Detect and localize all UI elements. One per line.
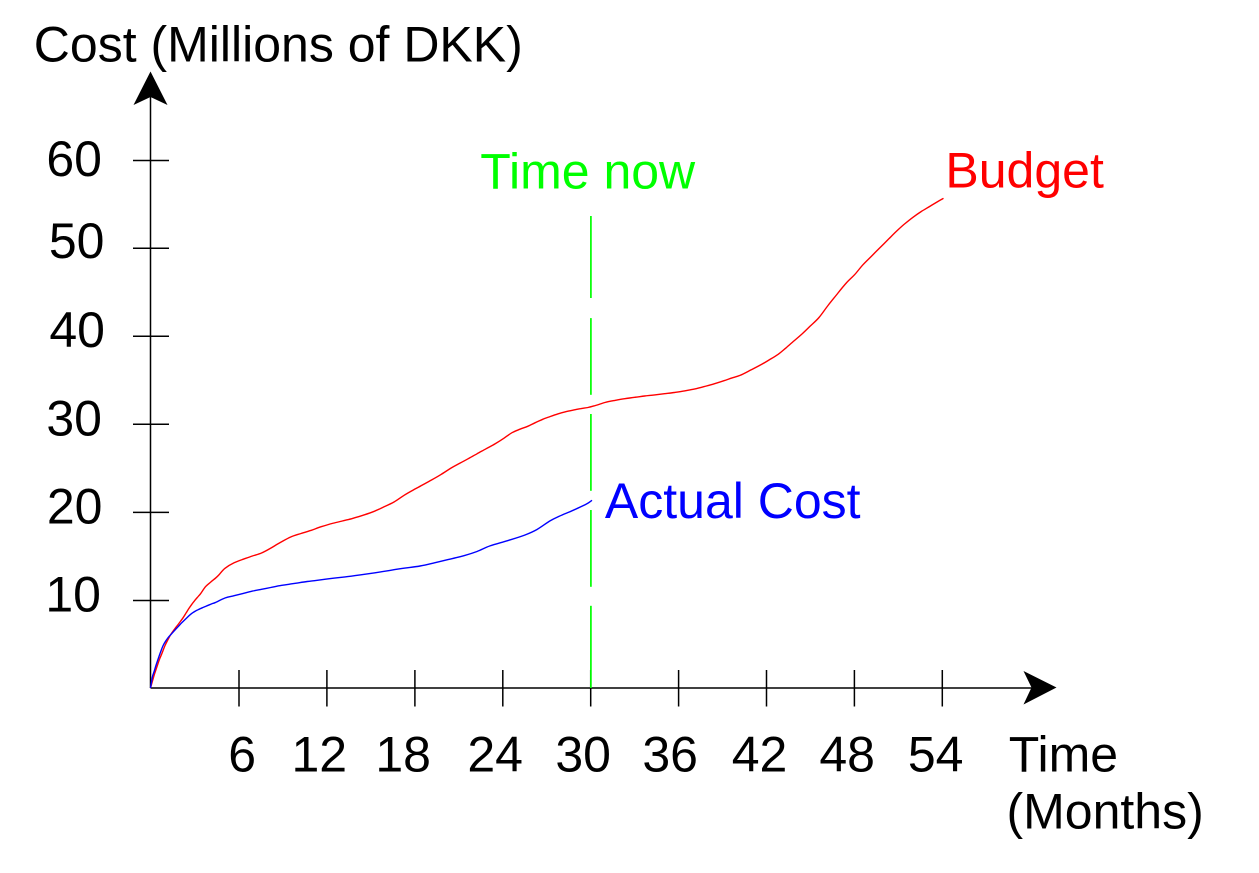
svg-text:24: 24 bbox=[467, 727, 523, 783]
svg-text:54: 54 bbox=[908, 727, 964, 783]
svg-text:Time: Time bbox=[1009, 727, 1118, 783]
svg-text:42: 42 bbox=[732, 727, 788, 783]
svg-text:50: 50 bbox=[49, 213, 105, 269]
svg-text:48: 48 bbox=[819, 727, 875, 783]
svg-text:20: 20 bbox=[47, 479, 103, 535]
svg-text:Actual Cost: Actual Cost bbox=[605, 473, 861, 529]
svg-text:6: 6 bbox=[228, 727, 256, 783]
svg-text:Budget: Budget bbox=[945, 143, 1104, 199]
svg-text:(Months): (Months) bbox=[1007, 784, 1204, 840]
svg-text:10: 10 bbox=[45, 567, 101, 623]
svg-text:36: 36 bbox=[642, 727, 698, 783]
svg-text:Cost (Millions of DKK): Cost (Millions of DKK) bbox=[34, 17, 523, 73]
svg-text:18: 18 bbox=[375, 727, 431, 783]
svg-text:60: 60 bbox=[46, 131, 102, 187]
svg-text:30: 30 bbox=[46, 391, 102, 447]
svg-text:40: 40 bbox=[49, 302, 105, 358]
svg-text:30: 30 bbox=[555, 727, 611, 783]
svg-text:Time now: Time now bbox=[480, 143, 696, 199]
svg-text:12: 12 bbox=[291, 727, 347, 783]
